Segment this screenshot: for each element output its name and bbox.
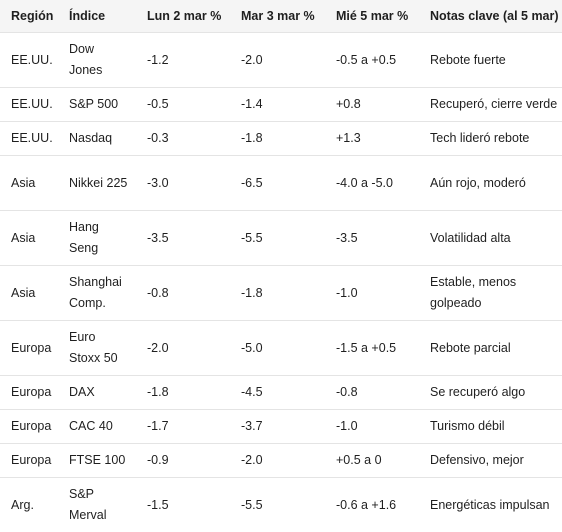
table-row: EE.UU. S&P 500 -0.5 -1.4 +0.8 Recuperó, … [0, 88, 562, 122]
cell-mon: -3.5 [143, 211, 237, 266]
cell-region: EE.UU. [0, 88, 65, 122]
cell-mon: -2.0 [143, 321, 237, 376]
cell-notes: Rebote parcial [426, 321, 562, 376]
cell-mon: -0.3 [143, 122, 237, 156]
cell-wed: -1.0 [332, 410, 426, 444]
cell-wed: -0.5 a +0.5 [332, 33, 426, 88]
cell-mon: -1.2 [143, 33, 237, 88]
cell-index: Nikkei 225 [65, 156, 143, 211]
cell-notes: Volatilidad alta [426, 211, 562, 266]
cell-notes: Turismo débil [426, 410, 562, 444]
table-row: Asia Nikkei 225 -3.0 -6.5 -4.0 a -5.0 Aú… [0, 156, 562, 211]
cell-wed: -1.5 a +0.5 [332, 321, 426, 376]
cell-region: Europa [0, 321, 65, 376]
cell-notes: Se recuperó algo [426, 376, 562, 410]
table-row: Europa DAX -1.8 -4.5 -0.8 Se recuperó al… [0, 376, 562, 410]
cell-wed: -0.6 a +1.6 [332, 478, 426, 532]
cell-mon: -3.0 [143, 156, 237, 211]
cell-tue: -2.0 [237, 33, 332, 88]
column-header-region: Región [0, 0, 65, 33]
table-row: Europa Euro Stoxx 50 -2.0 -5.0 -1.5 a +0… [0, 321, 562, 376]
cell-wed: -4.0 a -5.0 [332, 156, 426, 211]
table-row: Europa FTSE 100 -0.9 -2.0 +0.5 a 0 Defen… [0, 444, 562, 478]
cell-tue: -6.5 [237, 156, 332, 211]
cell-notes: Tech lideró rebote [426, 122, 562, 156]
cell-tue: -5.5 [237, 211, 332, 266]
table-row: EE.UU. Dow Jones -1.2 -2.0 -0.5 a +0.5 R… [0, 33, 562, 88]
cell-tue: -5.0 [237, 321, 332, 376]
cell-wed: -1.0 [332, 266, 426, 321]
cell-tue: -2.0 [237, 444, 332, 478]
cell-mon: -0.5 [143, 88, 237, 122]
cell-index: DAX [65, 376, 143, 410]
table-row: EE.UU. Nasdaq -0.3 -1.8 +1.3 Tech lideró… [0, 122, 562, 156]
cell-tue: -1.4 [237, 88, 332, 122]
cell-index: Dow Jones [65, 33, 143, 88]
cell-region: Europa [0, 376, 65, 410]
column-header-index: Índice [65, 0, 143, 33]
cell-notes: Aún rojo, moderó [426, 156, 562, 211]
cell-region: Asia [0, 156, 65, 211]
table-row: Asia Hang Seng -3.5 -5.5 -3.5 Volatilida… [0, 211, 562, 266]
table-row: Arg. S&P Merval -1.5 -5.5 -0.6 a +1.6 En… [0, 478, 562, 532]
cell-mon: -0.9 [143, 444, 237, 478]
cell-tue: -3.7 [237, 410, 332, 444]
cell-mon: -1.5 [143, 478, 237, 532]
cell-tue: -1.8 [237, 266, 332, 321]
table-header-row: Región Índice Lun 2 mar % Mar 3 mar % Mi… [0, 0, 562, 33]
cell-region: Asia [0, 266, 65, 321]
column-header-tue: Mar 3 mar % [237, 0, 332, 33]
cell-index: S&P 500 [65, 88, 143, 122]
cell-mon: -0.8 [143, 266, 237, 321]
cell-wed: +0.5 a 0 [332, 444, 426, 478]
table-row: Asia Shanghai Comp. -0.8 -1.8 -1.0 Estab… [0, 266, 562, 321]
cell-notes: Energéticas impulsan [426, 478, 562, 532]
cell-wed: -3.5 [332, 211, 426, 266]
cell-index: Euro Stoxx 50 [65, 321, 143, 376]
cell-notes: Defensivo, mejor [426, 444, 562, 478]
cell-wed: -0.8 [332, 376, 426, 410]
cell-region: Arg. [0, 478, 65, 532]
cell-tue: -4.5 [237, 376, 332, 410]
cell-mon: -1.8 [143, 376, 237, 410]
column-header-notes: Notas clave (al 5 mar) [426, 0, 562, 33]
cell-index: Hang Seng [65, 211, 143, 266]
cell-region: EE.UU. [0, 122, 65, 156]
column-header-mon: Lun 2 mar % [143, 0, 237, 33]
cell-region: Asia [0, 211, 65, 266]
cell-index: S&P Merval [65, 478, 143, 532]
cell-wed: +1.3 [332, 122, 426, 156]
cell-notes: Estable, menos golpeado [426, 266, 562, 321]
cell-index: FTSE 100 [65, 444, 143, 478]
cell-index: CAC 40 [65, 410, 143, 444]
cell-region: Europa [0, 410, 65, 444]
table-row: Europa CAC 40 -1.7 -3.7 -1.0 Turismo déb… [0, 410, 562, 444]
cell-wed: +0.8 [332, 88, 426, 122]
cell-index: Shanghai Comp. [65, 266, 143, 321]
cell-tue: -5.5 [237, 478, 332, 532]
column-header-wed: Mié 5 mar % [332, 0, 426, 33]
cell-region: EE.UU. [0, 33, 65, 88]
cell-notes: Rebote fuerte [426, 33, 562, 88]
cell-region: Europa [0, 444, 65, 478]
cell-mon: -1.7 [143, 410, 237, 444]
cell-tue: -1.8 [237, 122, 332, 156]
cell-notes: Recuperó, cierre verde [426, 88, 562, 122]
cell-index: Nasdaq [65, 122, 143, 156]
